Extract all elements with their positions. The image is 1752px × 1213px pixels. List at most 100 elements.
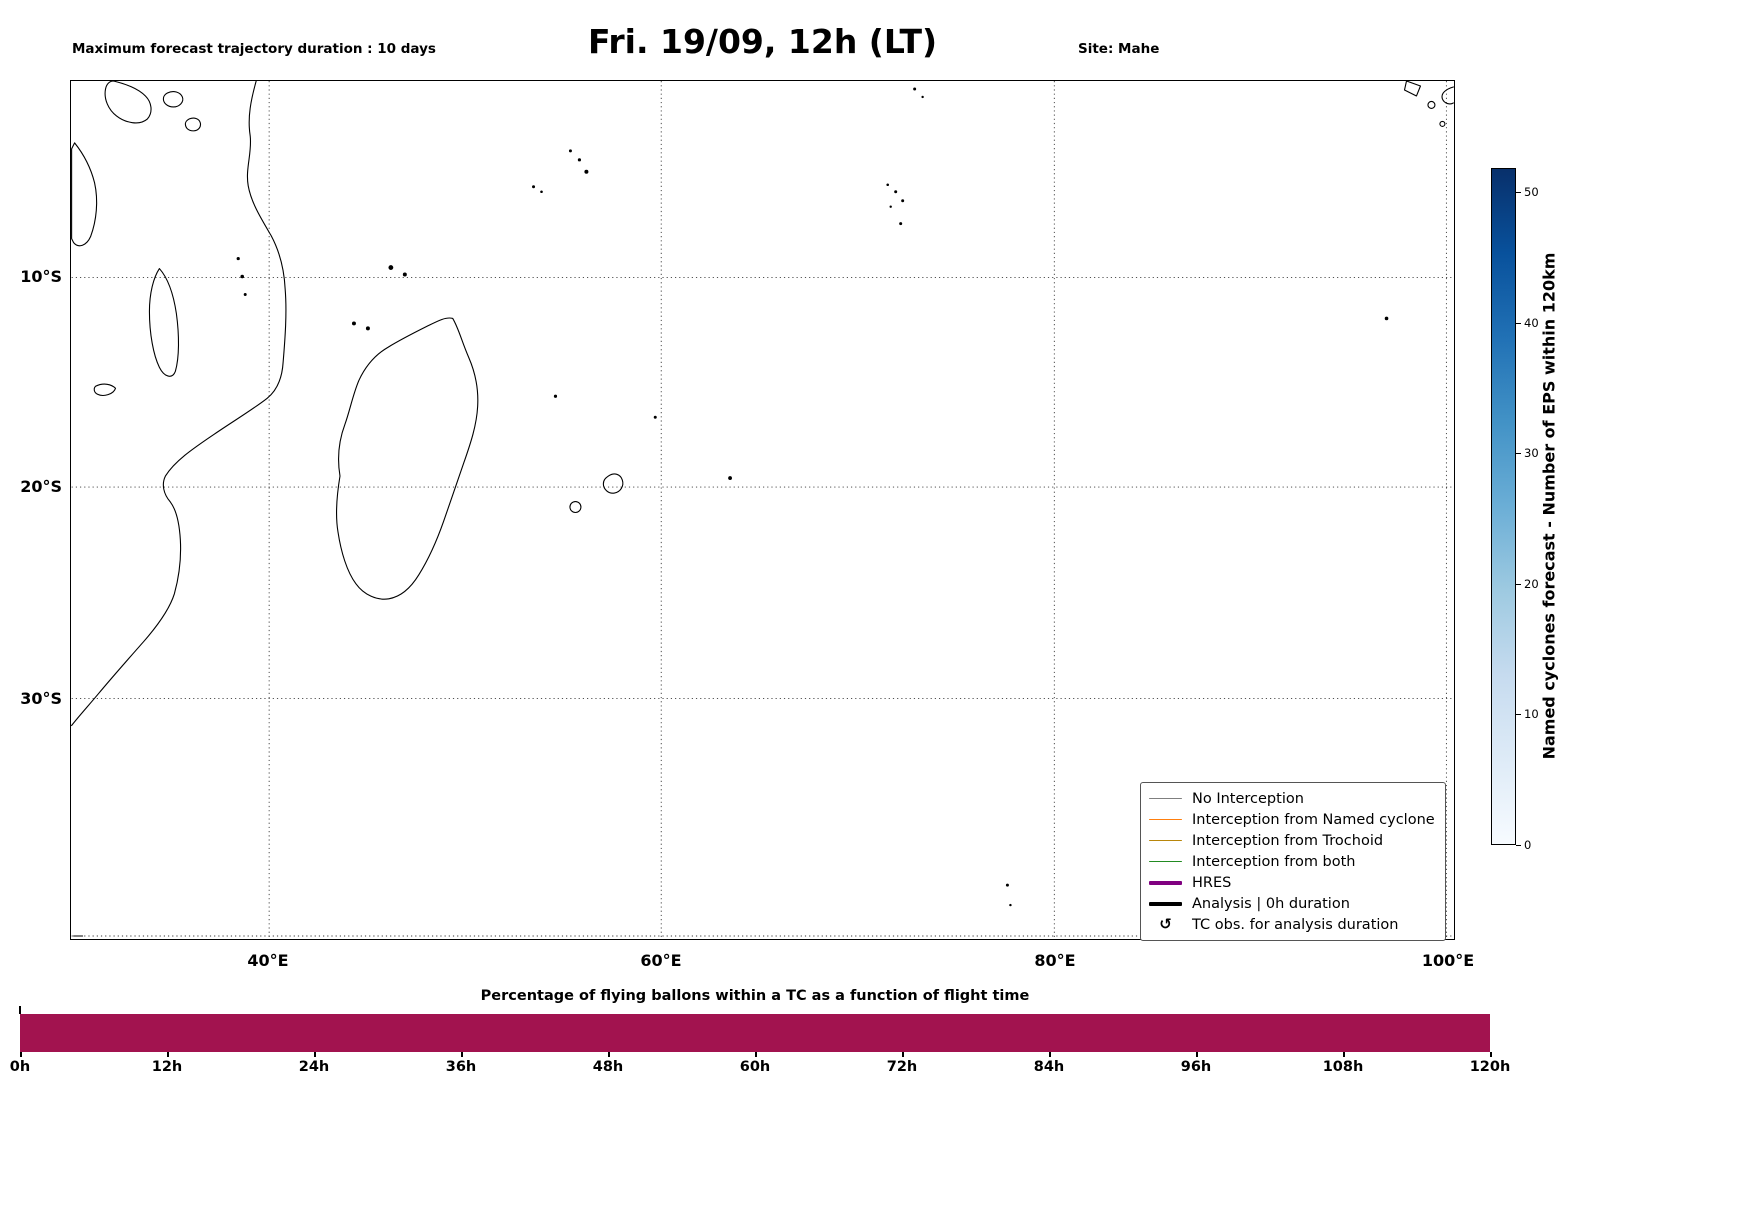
legend-item-no-interception: No Interception — [1149, 788, 1437, 809]
legend-item-tc-obs: ↺ TC obs. for analysis duration — [1149, 914, 1437, 935]
lake-victoria — [104, 81, 152, 124]
colorbar-tickmark — [1516, 584, 1521, 586]
colorbar-tick-10: 10 — [1524, 707, 1539, 721]
colorbar — [1491, 168, 1516, 845]
island-chagos-1 — [886, 183, 890, 187]
island-zanzibar — [240, 274, 245, 279]
line-sample-purple — [1149, 880, 1182, 885]
rotate-arrow-icon: ↺ — [1159, 915, 1172, 933]
island-comoros-3 — [351, 321, 356, 326]
island-mentawai — [1439, 120, 1446, 127]
line-sample-green — [1149, 860, 1182, 863]
island-seychelles-1 — [568, 149, 572, 153]
bottom-axis-tick — [19, 1006, 21, 1014]
legend-label: TC obs. for analysis duration — [1192, 916, 1399, 933]
btickmark — [20, 1052, 22, 1057]
legend-item-trochoid: Interception from Trochoid — [1149, 830, 1437, 851]
btick-120h: 120h — [1469, 1059, 1511, 1075]
bottom-chart-title: Percentage of flying ballons within a TC… — [480, 988, 1030, 1004]
island-seychelles-4 — [540, 190, 543, 194]
btickmark — [608, 1052, 610, 1057]
colorbar-tick-30: 30 — [1524, 446, 1539, 460]
legend-item-both: Interception from both — [1149, 851, 1437, 872]
xtick-60e: 60°E — [640, 951, 682, 970]
btick-96h: 96h — [1180, 1059, 1212, 1075]
island-nias — [1427, 100, 1436, 109]
island-pemba — [236, 256, 240, 261]
xtick-80e: 80°E — [1034, 951, 1076, 970]
island-seychelles-2 — [577, 158, 582, 162]
ytick-10s: 10°S — [20, 267, 62, 286]
xtick-40e: 40°E — [247, 951, 289, 970]
legend-label: Interception from Trochoid — [1192, 832, 1384, 849]
colorbar-tickmark — [1516, 714, 1521, 716]
btickmark — [314, 1052, 316, 1057]
lake-small-2 — [184, 117, 202, 132]
island-rodrigues — [728, 476, 732, 480]
island-st-paul — [1009, 903, 1012, 907]
btick-24h: 24h — [298, 1059, 330, 1075]
colorbar-tick-0: 0 — [1524, 838, 1532, 852]
info-line: Maximum forecast trajectory duration : 1… — [72, 41, 436, 57]
legend-item-hres: HRES — [1149, 872, 1437, 893]
legend-item-analysis: Analysis | 0h duration — [1149, 893, 1437, 914]
colorbar-tickmark — [1516, 323, 1521, 325]
legend-item-named-cyclone: Interception from Named cyclone — [1149, 809, 1437, 830]
island-atoll-2 — [921, 95, 924, 99]
lake-malawi — [148, 268, 180, 377]
line-sample-olive — [1149, 839, 1182, 842]
tc-percentage-bar — [20, 1014, 1490, 1052]
btick-108h: 108h — [1322, 1059, 1364, 1075]
map-legend: No Interception Interception from Named … — [1140, 782, 1446, 941]
island-diego-garcia — [899, 222, 903, 226]
lake-small-1 — [162, 91, 184, 108]
map-svg — [71, 81, 1454, 939]
island-comoros-2 — [402, 272, 407, 277]
legend-label: HRES — [1192, 874, 1232, 891]
island-amsterdam — [1005, 883, 1009, 887]
info-line: Site: Mahe — [1078, 41, 1160, 57]
island-edge-fragment — [1441, 86, 1454, 105]
island-mahe — [584, 169, 589, 174]
colorbar-tickmark — [1516, 845, 1521, 847]
island-st-brandon — [653, 415, 657, 419]
island-atoll-1 — [913, 87, 917, 91]
btickmark — [755, 1052, 757, 1057]
island-mafia — [243, 293, 247, 296]
island-mayotte — [365, 326, 370, 331]
colorbar-tick-40: 40 — [1524, 316, 1539, 330]
btickmark — [1196, 1052, 1198, 1057]
btickmark — [1049, 1052, 1051, 1057]
colorbar-title: Named cyclones forecast - Number of EPS … — [1539, 252, 1559, 760]
legend-label: Analysis | 0h duration — [1192, 895, 1350, 912]
legend-label: Interception from both — [1192, 853, 1356, 870]
island-chagos-4 — [889, 205, 892, 208]
lake-small-3 — [93, 383, 117, 396]
line-sample-black — [1149, 901, 1182, 906]
colorbar-tickmark — [1516, 453, 1521, 455]
figure-title: Fri. 19/09, 12h (LT) — [587, 22, 938, 61]
btick-60h: 60h — [739, 1059, 771, 1075]
btick-72h: 72h — [886, 1059, 918, 1075]
btickmark — [1343, 1052, 1345, 1057]
island-tromelin — [553, 394, 558, 398]
colorbar-tick-50: 50 — [1524, 185, 1539, 199]
ytick-30s: 30°S — [20, 689, 62, 708]
btickmark — [902, 1052, 904, 1057]
btick-0h: 0h — [9, 1059, 31, 1075]
coastline-africa — [71, 81, 287, 727]
btick-48h: 48h — [592, 1059, 624, 1075]
island-chagos-3 — [901, 199, 905, 203]
island-sumatra-fragment — [1403, 81, 1422, 97]
btickmark — [1490, 1052, 1492, 1057]
xtick-100e: 100°E — [1421, 951, 1475, 970]
island-comoros-1 — [388, 265, 394, 270]
btick-12h: 12h — [151, 1059, 183, 1075]
line-sample-orange — [1149, 818, 1182, 821]
coastline-madagascar — [335, 317, 479, 600]
island-mauritius — [602, 473, 624, 494]
island-chagos-2 — [894, 190, 898, 194]
btickmark — [461, 1052, 463, 1057]
legend-label: Interception from Named cyclone — [1192, 811, 1435, 828]
